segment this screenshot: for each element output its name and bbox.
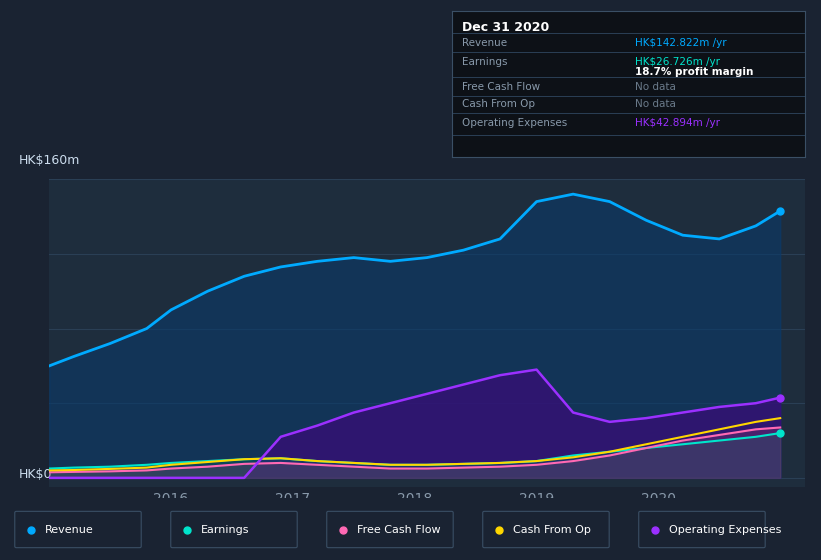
Text: Dec 31 2020: Dec 31 2020 xyxy=(462,21,549,34)
Text: No data: No data xyxy=(635,82,676,92)
Text: Cash From Op: Cash From Op xyxy=(462,99,535,109)
Text: Earnings: Earnings xyxy=(462,57,507,67)
Text: Revenue: Revenue xyxy=(462,38,507,48)
Text: HK$42.894m /yr: HK$42.894m /yr xyxy=(635,118,720,128)
Text: HK$26.726m /yr: HK$26.726m /yr xyxy=(635,57,720,67)
Text: Earnings: Earnings xyxy=(201,525,250,534)
Text: Free Cash Flow: Free Cash Flow xyxy=(462,82,540,92)
Text: Operating Expenses: Operating Expenses xyxy=(462,118,567,128)
Text: Free Cash Flow: Free Cash Flow xyxy=(357,525,441,534)
Text: HK$160m: HK$160m xyxy=(19,154,80,167)
Text: Cash From Op: Cash From Op xyxy=(513,525,591,534)
Text: No data: No data xyxy=(635,99,676,109)
Text: 18.7% profit margin: 18.7% profit margin xyxy=(635,67,754,77)
Text: HK$142.822m /yr: HK$142.822m /yr xyxy=(635,38,727,48)
Text: Operating Expenses: Operating Expenses xyxy=(669,525,782,534)
Text: Revenue: Revenue xyxy=(45,525,94,534)
Text: HK$0: HK$0 xyxy=(19,468,53,481)
